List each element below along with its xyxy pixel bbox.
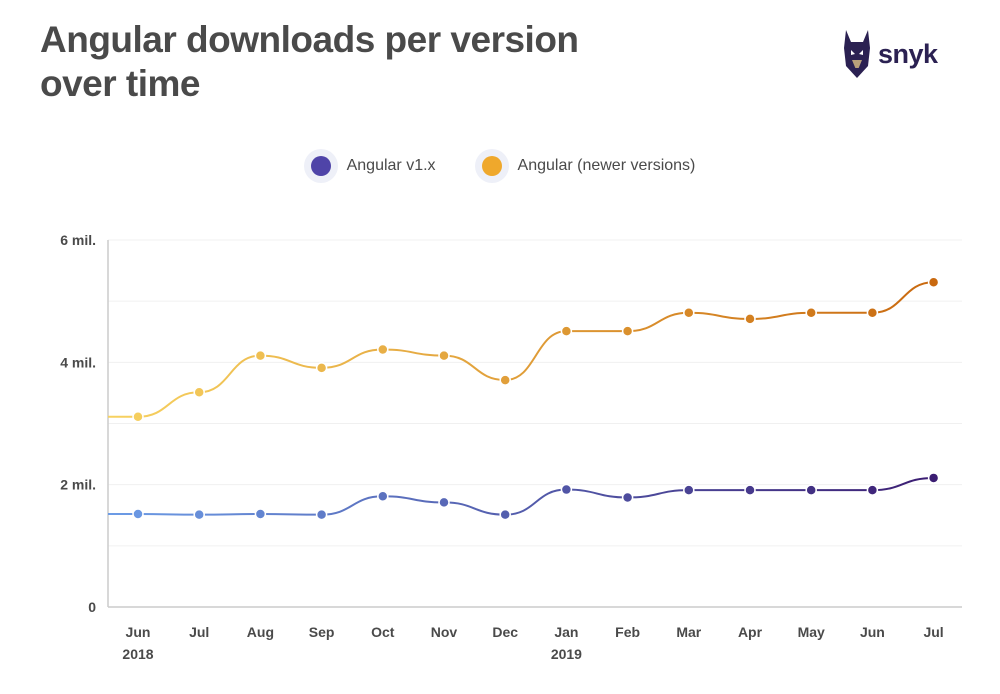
data-point-v1-7	[560, 483, 573, 496]
data-point-v1-0	[132, 508, 144, 520]
data-point-newer-9	[683, 307, 695, 319]
data-point-v1-3	[315, 508, 328, 521]
series-line-newer	[108, 281, 934, 418]
doberman-logo-icon	[844, 30, 870, 78]
y-tick-label-3: 6 mil.	[60, 232, 96, 248]
legend-label-v1: Angular v1.x	[346, 157, 436, 174]
x-tick-label-5: Nov	[431, 624, 458, 640]
x-tick-label-8: Feb	[615, 624, 640, 640]
x-tick-label-1: Jul	[189, 624, 209, 640]
legend-item-newer[interactable]: Angular (newer versions)	[481, 156, 696, 176]
y-tick-label-2: 4 mil.	[60, 354, 96, 370]
data-point-v1-8	[621, 491, 634, 504]
data-point-newer-13	[927, 276, 940, 288]
data-point-v1-4	[377, 490, 389, 503]
series-line-v1	[108, 476, 934, 516]
data-point-newer-4	[377, 343, 389, 356]
chart-title: Angular downloads per version over time	[40, 18, 579, 106]
x-tick-label-13: Jul	[923, 624, 943, 640]
data-point-newer-3	[315, 362, 328, 374]
chart-title-line-2: over time	[40, 63, 201, 104]
data-point-newer-5	[438, 349, 450, 362]
x-year-label-0: 2018	[122, 646, 153, 662]
data-point-v1-6	[499, 508, 511, 521]
data-point-newer-11	[805, 307, 817, 319]
x-tick-label-7: Jan	[554, 624, 578, 640]
x-tick-label-9: Mar	[676, 624, 701, 640]
logo-text: snyk	[878, 38, 938, 69]
data-point-v1-5	[438, 496, 450, 509]
data-point-newer-12	[866, 307, 879, 319]
data-point-v1-10	[744, 484, 756, 496]
data-point-newer-8	[621, 325, 634, 337]
y-tick-label-1: 2 mil.	[60, 477, 96, 493]
data-point-newer-1	[193, 386, 205, 399]
data-point-newer-6	[499, 374, 511, 386]
data-point-v1-11	[805, 484, 817, 496]
legend-label-newer: Angular (newer versions)	[517, 157, 696, 174]
legend-marker-v1	[310, 156, 331, 176]
x-tick-label-0: Jun	[126, 624, 151, 640]
data-point-newer-10	[744, 313, 756, 325]
data-point-v1-12	[866, 484, 879, 496]
legend: Angular v1.x Angular (newer versions)	[0, 156, 1000, 176]
legend-item-v1[interactable]: Angular v1.x	[310, 156, 436, 176]
data-point-newer-0	[132, 411, 144, 423]
chart-title-line-1: Angular downloads per version	[40, 19, 579, 60]
data-point-newer-7	[560, 325, 573, 337]
data-point-v1-13	[927, 472, 940, 484]
x-tick-label-3: Sep	[309, 624, 335, 640]
x-tick-label-2: Aug	[247, 624, 274, 640]
data-point-v1-2	[254, 508, 267, 520]
x-tick-label-12: Jun	[860, 624, 885, 640]
x-year-label-7: 2019	[551, 646, 582, 662]
x-tick-label-11: May	[798, 624, 825, 640]
legend-marker-newer	[481, 156, 502, 176]
x-tick-label-6: Dec	[492, 624, 518, 640]
data-point-newer-2	[254, 349, 267, 362]
data-point-v1-1	[193, 508, 205, 521]
y-tick-label-0: 0	[88, 599, 96, 615]
x-tick-label-4: Oct	[371, 624, 395, 640]
x-tick-label-10: Apr	[738, 624, 763, 640]
snyk-logo: snyk	[842, 28, 938, 80]
data-point-v1-9	[683, 484, 695, 496]
